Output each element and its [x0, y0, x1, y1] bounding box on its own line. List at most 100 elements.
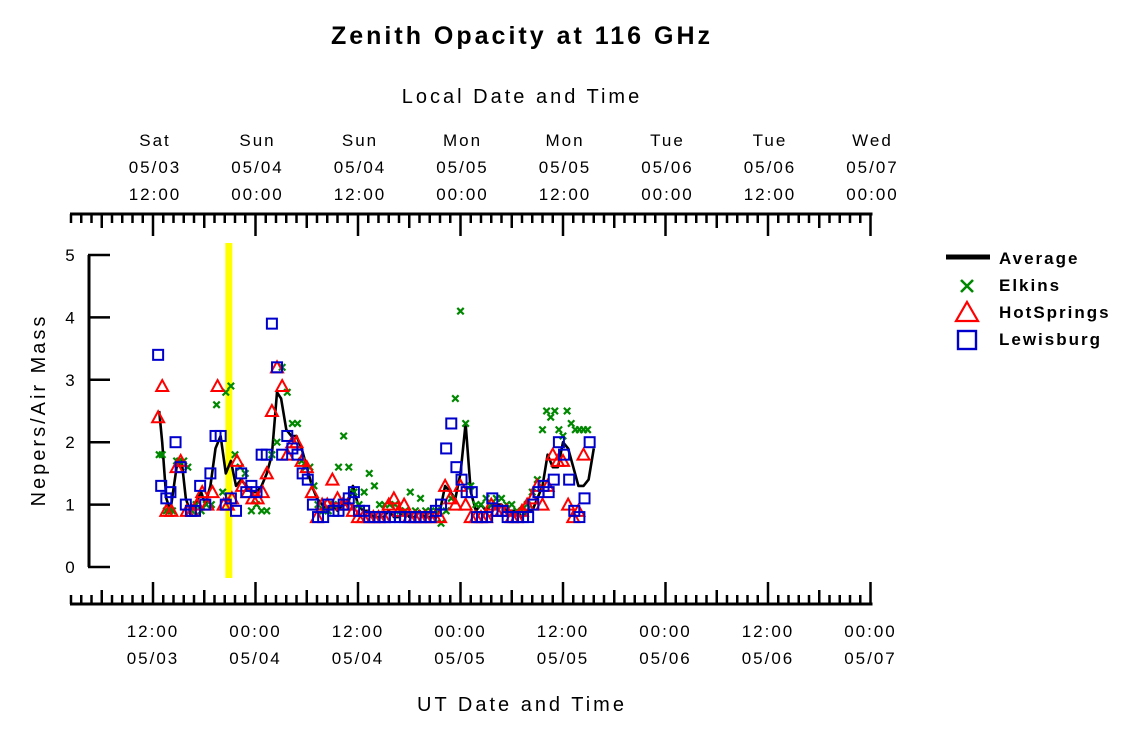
hotsprings-point — [447, 496, 464, 511]
lewisburg-point — [230, 504, 243, 517]
elkins-point — [293, 419, 302, 428]
top-tick-label-date: 05/06 — [744, 158, 797, 177]
hotsprings-point — [154, 377, 170, 393]
top-tick-label-day: Tue — [650, 131, 685, 150]
elkins-point — [226, 382, 235, 391]
hotsprings-point — [329, 490, 346, 505]
elkins-point — [339, 431, 348, 440]
elkins-point — [262, 506, 271, 515]
lewisburg-point — [578, 492, 591, 505]
hotsprings-point — [150, 409, 166, 424]
elkins-point — [542, 407, 551, 415]
lewisburg-point — [214, 429, 227, 442]
lewisburg-point — [265, 317, 278, 330]
hotsprings-point — [386, 490, 402, 505]
bottom-tick-label-time: 12:00 — [332, 622, 385, 641]
top-tick-label-date: 05/07 — [846, 158, 899, 177]
top-tick-label-date: 05/06 — [641, 158, 694, 177]
lewisburg-point — [547, 473, 560, 486]
lewisburg-point — [152, 348, 165, 361]
lewisburg-point — [271, 361, 284, 374]
elkins-point — [334, 463, 343, 472]
legend-x-swatch — [960, 279, 974, 293]
top-tick-label-date: 05/04 — [231, 158, 284, 177]
top-tick-label-day: Sun — [239, 131, 275, 150]
hotsprings-point — [304, 484, 320, 499]
elkins-point — [416, 494, 425, 503]
lewisburg-point — [174, 461, 187, 474]
elkins-point — [360, 488, 369, 497]
elkins-point — [370, 481, 379, 490]
lewisburg-point — [189, 504, 202, 517]
lewisburg-point — [558, 448, 571, 461]
bottom-tick-label-date: 05/04 — [332, 649, 385, 668]
elkins-point — [507, 500, 516, 509]
top-tick-label-time: 00:00 — [846, 185, 899, 204]
elkins-point — [477, 500, 485, 509]
elkins-point — [583, 425, 592, 434]
lewisburg-point — [542, 486, 555, 499]
lewisburg-point — [445, 417, 458, 430]
chart-title: Zenith Opacity at 116 GHz — [331, 22, 713, 50]
elkins-point — [550, 407, 559, 415]
elkins-point — [365, 469, 374, 478]
legend-item-average: Average — [946, 249, 1079, 268]
hotsprings-point — [545, 446, 561, 461]
lewisburg-point — [465, 486, 478, 499]
legend-item-lewisburg: Lewisburg — [956, 329, 1102, 351]
elkins-point — [212, 400, 221, 409]
legend-label: Average — [999, 249, 1079, 268]
elkins-point — [461, 419, 470, 428]
hotsprings-point — [264, 402, 280, 417]
elkins-point — [554, 425, 563, 434]
bottom-tick-label-date: 05/07 — [844, 649, 897, 668]
top-tick-label-time: 12:00 — [334, 185, 387, 204]
bottom-tick-label-time: 00:00 — [434, 622, 487, 641]
hotsprings-point — [575, 446, 592, 461]
top-tick-label-day: Mon — [545, 131, 584, 150]
top-tick-label-time: 00:00 — [231, 185, 284, 204]
top-tick-label-time: 12:00 — [539, 185, 592, 204]
top-tick-label-time: 00:00 — [436, 185, 489, 204]
bottom-tick-label-time: 12:00 — [537, 622, 590, 641]
elkins-point — [218, 488, 227, 497]
lewisburg-point — [250, 486, 263, 499]
bottom-tick-label-time: 00:00 — [844, 622, 897, 641]
bottom-axis-title: UT Date and Time — [417, 694, 627, 716]
hotsprings-point — [172, 452, 189, 467]
hotsprings-point — [534, 496, 551, 511]
legend-label: Lewisburg — [999, 330, 1102, 349]
elkins-point — [158, 450, 167, 459]
y-tick-label: 4 — [65, 308, 74, 327]
series-lewisburg — [152, 317, 596, 524]
elkins-point — [451, 394, 460, 403]
legend-item-elkins: Elkins — [960, 276, 1059, 295]
bottom-tick-label-time: 12:00 — [742, 622, 795, 641]
bottom-tick-label-date: 05/06 — [639, 649, 692, 668]
elkins-point — [497, 494, 506, 503]
top-tick-label-day: Sun — [342, 131, 378, 150]
hotsprings-point — [437, 477, 453, 492]
series-layer — [150, 307, 596, 528]
lewisburg-point — [527, 498, 540, 511]
y-tick-label: 3 — [65, 371, 74, 390]
elkins-point — [482, 494, 491, 503]
elkins-point — [406, 488, 415, 497]
hotsprings-point — [396, 496, 412, 511]
bottom-tick-label-date: 05/05 — [434, 649, 487, 668]
bottom-tick-label-time: 12:00 — [127, 622, 180, 641]
elkins-point — [456, 307, 465, 316]
bottom-tick-label-date: 05/05 — [537, 649, 590, 668]
lewisburg-point — [224, 492, 237, 505]
elkins-point — [563, 407, 572, 415]
elkins-point — [344, 463, 353, 472]
highlight-bar — [225, 243, 233, 578]
hotsprings-point — [209, 377, 226, 393]
bottom-tick-label-date: 05/03 — [127, 649, 180, 668]
axes-layer: 12:00 05/03 00:00 05/04 12:00 05/04 00:00 05/05… — [65, 131, 899, 668]
elkins-point — [546, 413, 555, 422]
series-elkins — [155, 307, 592, 528]
top-tick-label-day: Mon — [443, 131, 482, 150]
top-tick-label-date: 05/04 — [334, 158, 387, 177]
hotsprings-point — [442, 490, 458, 505]
